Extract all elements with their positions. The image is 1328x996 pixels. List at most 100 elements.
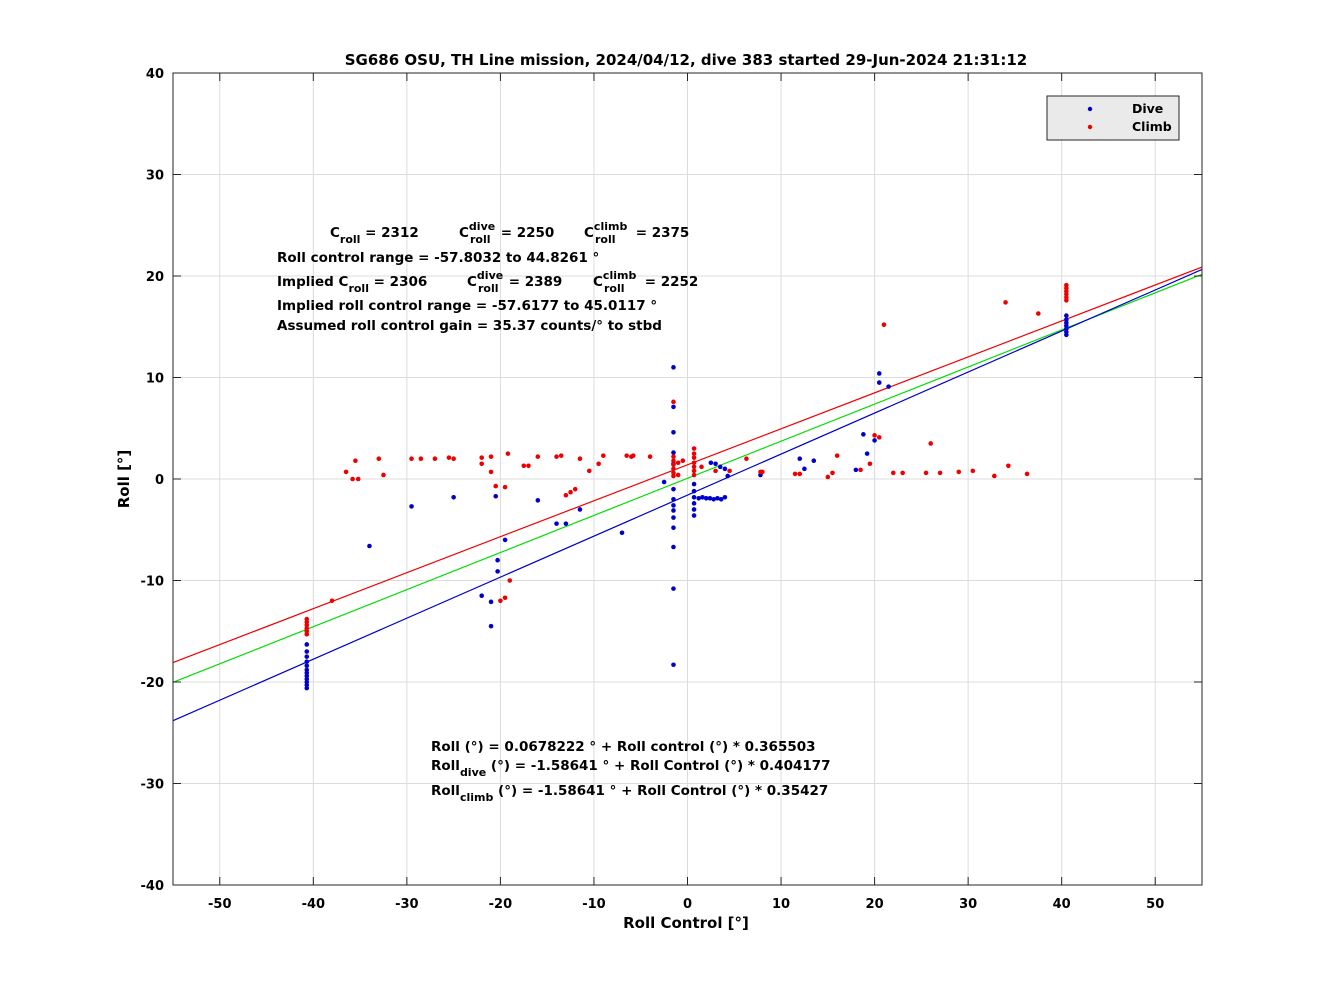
dive-point bbox=[451, 494, 456, 500]
climb-point bbox=[418, 456, 424, 462]
climb-point bbox=[526, 463, 531, 469]
annotation-roll-control-range: Roll control range = -57.8032 to 44.8261… bbox=[277, 250, 599, 266]
climb-point bbox=[992, 473, 997, 479]
dive-point bbox=[488, 599, 494, 605]
dive-point bbox=[691, 507, 697, 512]
axis-ticks: -50 -40 -30 -20 -10 0 10 20 30 40 50 -40 -30 -20 -10 0 1… bbox=[141, 67, 1202, 912]
annotation-implied-c-dive: Cdive roll = 2389 bbox=[467, 269, 562, 295]
annotation-implied-c-value: = 2306 bbox=[369, 274, 427, 290]
dive-point bbox=[876, 371, 882, 376]
fit-lines bbox=[172, 266, 1203, 722]
climb-point bbox=[834, 453, 840, 458]
dive-point bbox=[691, 488, 697, 494]
fit-equations: Roll (°) = 0.0678222 ° + Roll control (°… bbox=[431, 739, 831, 804]
annotation-c-dive-sub: roll bbox=[470, 233, 491, 246]
climb-point bbox=[680, 458, 686, 464]
annotation-c-dive-sup: dive bbox=[469, 220, 495, 233]
dive-point bbox=[1064, 313, 1069, 318]
y-tick-label: 0 bbox=[155, 473, 164, 488]
y-axis-label: Roll [°] bbox=[115, 450, 133, 509]
climb-point bbox=[1003, 300, 1008, 305]
dive-point bbox=[535, 498, 541, 503]
climb-point bbox=[691, 455, 697, 460]
climb-point bbox=[937, 470, 943, 476]
climb-point bbox=[830, 470, 835, 476]
climb-point bbox=[760, 469, 765, 475]
climb-point bbox=[956, 469, 962, 475]
equation-climb-body: (°) = -1.58641 ° + Roll Control (°) * 0.… bbox=[493, 783, 828, 799]
annotation-implied-dive-sub: roll bbox=[478, 282, 499, 295]
climb-point bbox=[900, 470, 905, 476]
x-tick-label: 20 bbox=[866, 897, 884, 912]
dive-point bbox=[872, 438, 877, 443]
climb-point bbox=[797, 471, 803, 477]
dive-point bbox=[495, 569, 500, 574]
climb-point bbox=[596, 461, 601, 467]
x-tick-label: -40 bbox=[302, 897, 326, 912]
dive-point bbox=[722, 494, 728, 500]
y-tick-label: 10 bbox=[146, 372, 164, 387]
climb-point bbox=[502, 595, 508, 601]
dive-point bbox=[671, 450, 676, 455]
climb-point bbox=[928, 441, 934, 446]
x-tick-label: 40 bbox=[1053, 897, 1071, 912]
dive-point bbox=[304, 649, 310, 654]
climb-point bbox=[568, 489, 573, 495]
dive-point bbox=[864, 451, 870, 456]
dive-point bbox=[691, 494, 697, 500]
climb-point bbox=[577, 456, 583, 462]
dive-point bbox=[671, 430, 676, 435]
chart-title: SG686 OSU, TH Line mission, 2024/04/12, … bbox=[345, 51, 1028, 69]
y-tick-label: -20 bbox=[141, 676, 165, 691]
x-tick-label: -20 bbox=[489, 897, 513, 912]
climb-point bbox=[891, 470, 896, 476]
climb-point bbox=[792, 471, 798, 477]
annotation-implied-c-climb: Cclimb roll = 2252 bbox=[593, 269, 698, 295]
climb-point bbox=[488, 454, 494, 459]
climb-point bbox=[624, 453, 629, 458]
series-climb bbox=[304, 282, 1069, 637]
calibration-annotations: Croll = 2312 Cdive roll = 2250 Cclimb roll… bbox=[277, 220, 698, 334]
dive-point bbox=[696, 495, 702, 501]
annotation-implied-range: Implied roll control range = -57.6177 to… bbox=[277, 298, 657, 314]
dive-point bbox=[691, 513, 697, 518]
dive-point bbox=[797, 456, 803, 462]
climb-point bbox=[671, 466, 676, 472]
legend-box bbox=[1046, 95, 1180, 141]
y-tick-label: 30 bbox=[146, 169, 164, 184]
dive-point bbox=[811, 458, 817, 464]
annotation-c-roll-sub: roll bbox=[340, 233, 361, 246]
climb-point bbox=[691, 472, 697, 478]
annotation-c-dive-value: = 2250 bbox=[496, 225, 554, 241]
climb-point bbox=[858, 467, 863, 473]
climb-point bbox=[558, 453, 564, 458]
dive-point bbox=[861, 432, 866, 437]
annotation-c-climb-letter: C bbox=[584, 225, 594, 241]
annotation-c-roll: Croll = 2312 bbox=[330, 225, 419, 246]
climb-point bbox=[671, 462, 676, 468]
dive-point bbox=[671, 662, 676, 668]
dive-point bbox=[619, 530, 625, 536]
climb-point bbox=[872, 433, 877, 438]
dive-point bbox=[661, 479, 667, 485]
climb-point bbox=[432, 456, 438, 462]
climb-point bbox=[498, 598, 503, 604]
annotation-c-dive: Cdive roll = 2250 bbox=[459, 220, 554, 246]
climb-point bbox=[329, 598, 335, 604]
dive-point bbox=[691, 481, 697, 487]
dive-point bbox=[718, 497, 724, 502]
dive-point bbox=[495, 557, 500, 563]
x-axis-label: Roll Control [°] bbox=[623, 914, 749, 932]
dive-point bbox=[876, 380, 882, 385]
climb-point bbox=[671, 458, 676, 464]
annotation-c-climb-sub: roll bbox=[595, 233, 616, 246]
climb-point bbox=[923, 470, 929, 476]
climb-point bbox=[825, 474, 831, 480]
annotation-implied-dive-value: = 2389 bbox=[504, 274, 562, 290]
climb-point bbox=[647, 454, 653, 459]
x-tick-label: 30 bbox=[959, 897, 977, 912]
equation-dive-body: (°) = -1.58641 ° + Roll Control (°) * 0.… bbox=[486, 758, 830, 774]
annotation-implied-c-sub: roll bbox=[348, 282, 369, 295]
y-tick-label: -10 bbox=[141, 575, 165, 590]
climb-point bbox=[563, 492, 569, 498]
